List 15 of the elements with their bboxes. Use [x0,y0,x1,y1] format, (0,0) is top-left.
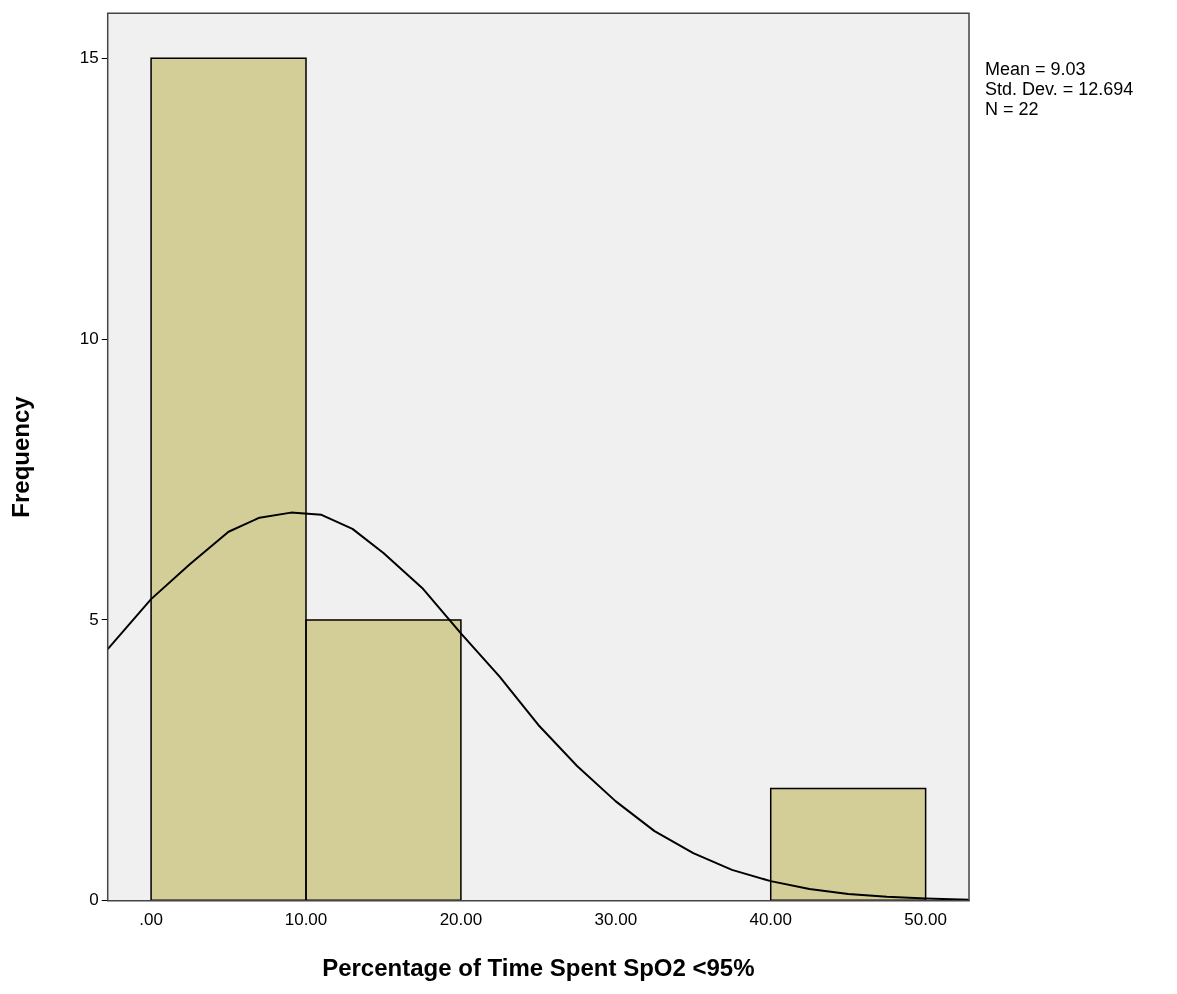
text: Mean = 9.03 [985,59,1086,80]
y-tick-label: 5 [89,609,99,629]
x-tick-label: .00 [139,909,163,929]
y-tick-label: 10 [79,328,99,348]
x-tick-label: 20.00 [439,909,483,929]
y-tick-label: 0 [89,890,99,910]
y-axis-title: Frequency [7,395,35,518]
text: N = 22 [985,99,1039,120]
text: Std. Dev. = 12.694 [985,79,1134,100]
x-axis-title: Percentage of Time Spent SpO2 <95% [322,954,755,982]
x-tick-label: 40.00 [749,909,792,929]
x-tick-label: 50.00 [904,909,947,929]
y-tick-label: 15 [79,47,99,67]
x-tick-label: 30.00 [594,909,638,929]
x-tick-label: 10.00 [284,909,328,929]
